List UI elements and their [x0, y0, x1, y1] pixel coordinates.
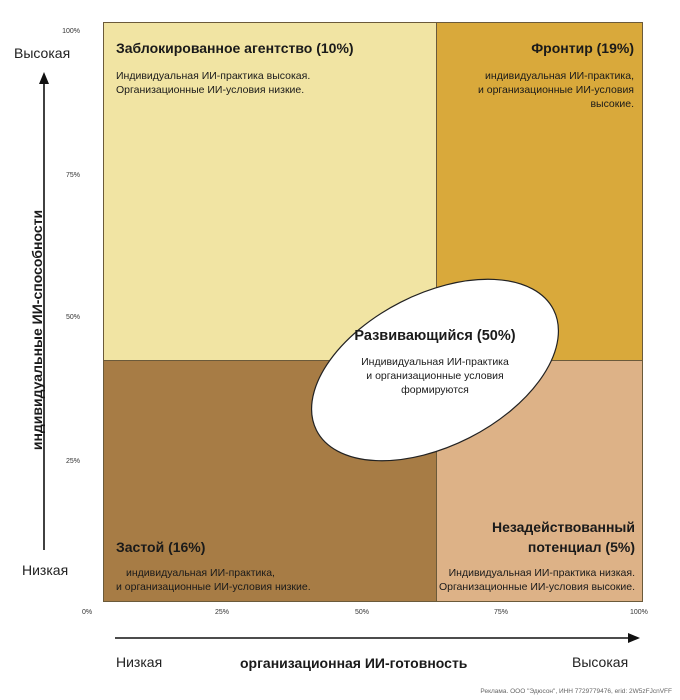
quadrant-frontier-title: Фронтир (19%): [531, 40, 634, 56]
x-tick-50: 50%: [355, 609, 370, 616]
y-tick-75: 75%: [65, 172, 80, 179]
quadrant-blocked-agency-desc-1: Индивидуальная ИИ-практика высокая.: [116, 70, 311, 82]
quadrant-stagnation-desc-2: и организационные ИИ-условия низкие.: [116, 581, 311, 593]
x-axis-high-label: Высокая: [572, 654, 629, 670]
quadrant-blocked-agency: [103, 22, 437, 361]
x-tick-100: 100%: [630, 609, 648, 616]
developing-desc-1: Индивидуальная ИИ-практика: [361, 356, 509, 368]
developing-desc-2: и организационные условия: [366, 370, 504, 382]
x-axis-arrow: [115, 633, 640, 643]
developing-title: Развивающийся (50%): [354, 328, 516, 344]
ad-footnote: Реклама. ООО "Эдюсон", ИНН 7729779476, e…: [480, 688, 672, 695]
quadrant-stagnation-title: Застой (16%): [116, 539, 206, 555]
y-axis-title: индивидуальные ИИ-способности: [29, 209, 45, 451]
quadrant-frontier-desc-2: и организационные ИИ-условия: [477, 84, 634, 96]
developing-desc-3: формируются: [401, 384, 469, 396]
y-axis-high-label: Высокая: [14, 45, 71, 61]
quadrant-untapped-desc-2: Организационные ИИ-условия высокие.: [438, 581, 635, 593]
y-tick-25: 25%: [65, 458, 80, 465]
y-axis-arrow: [39, 72, 49, 550]
y-tick-50: 50%: [65, 314, 80, 321]
x-axis-title: организационная ИИ-готовность: [240, 655, 468, 671]
quadrant-frontier-desc-1: индивидуальная ИИ-практика,: [485, 70, 634, 82]
x-tick-25: 25%: [215, 609, 230, 616]
quadrant-untapped-title-2: потенциал (5%): [527, 539, 635, 555]
quadrant-stagnation-desc-1: индивидуальная ИИ-практика,: [126, 567, 275, 579]
developing-ellipse: [310, 278, 560, 462]
x-tick-75: 75%: [494, 609, 509, 616]
x-axis-low-label: Низкая: [116, 654, 163, 670]
quadrant-untapped-title-1: Незадействованный: [491, 519, 635, 535]
quadrant-blocked-agency-desc-2: Организационные ИИ-условия низкие.: [116, 84, 305, 96]
x-tick-0: 0%: [82, 609, 93, 616]
y-axis-low-label: Низкая: [22, 562, 69, 578]
quadrant-untapped-desc-1: Индивидуальная ИИ-практика низкая.: [448, 567, 635, 579]
y-tick-100: 100%: [62, 28, 80, 35]
quadrant-frontier-desc-3: высокие.: [590, 98, 634, 110]
quadrant-blocked-agency-title: Заблокированное агентство (10%): [116, 40, 354, 56]
